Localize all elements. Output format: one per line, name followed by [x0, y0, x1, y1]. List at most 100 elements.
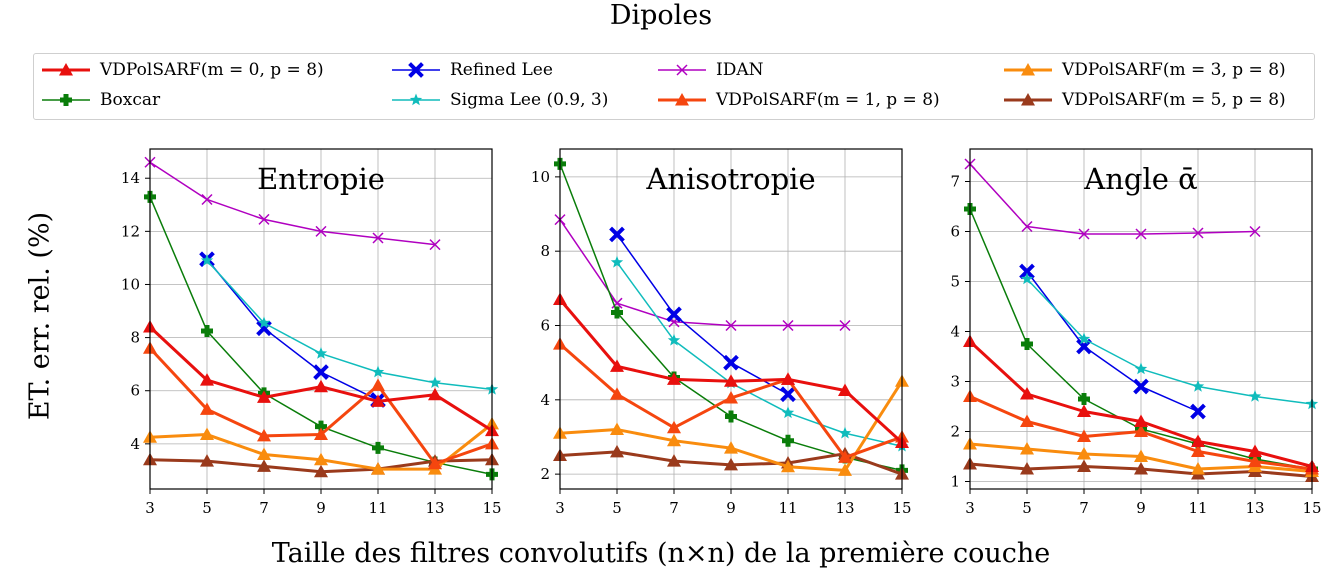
legend-swatch: [392, 93, 440, 106]
series-vdpolsarf-m-0-p-8: [963, 334, 1319, 472]
data-point: [1191, 380, 1205, 392]
x-tick-label: 15: [892, 499, 911, 517]
legend: VDPolSARF(m = 0, p = 8) Boxcar Refined Lee…: [33, 53, 1315, 120]
y-tick-label: 6: [950, 223, 960, 241]
data-point: [313, 364, 329, 380]
data-point: [257, 447, 271, 460]
data-point: [610, 387, 624, 400]
series-refined-lee: [199, 251, 386, 408]
x-tick-label: 11: [1188, 499, 1207, 517]
data-point: [724, 390, 738, 404]
legend-marker: [675, 93, 689, 106]
data-point: [1190, 403, 1206, 420]
legend-label: VDPolSARF(m = 5, p = 8): [1062, 90, 1286, 110]
data-point: [200, 427, 214, 441]
x-tick-label: 11: [368, 499, 387, 517]
data-point: [314, 452, 328, 466]
data-point: [1191, 462, 1205, 475]
data-point: [725, 319, 737, 332]
data-point: [1248, 444, 1262, 457]
x-tick-label: 15: [1302, 499, 1321, 517]
y-tick-label: 8: [130, 329, 140, 347]
legend-item-vdpolsarf-m-0-p-8: VDPolSARF(m = 0, p = 8): [38, 57, 324, 83]
legend-item-boxcar: Boxcar: [38, 87, 160, 113]
data-point: [1134, 462, 1148, 475]
legend-label: VDPolSARF(m = 0, p = 8): [100, 60, 324, 80]
x-tick-label: 5: [202, 499, 212, 517]
legend-marker: [1021, 63, 1035, 76]
data-point: [1134, 449, 1148, 462]
data-point: [838, 463, 852, 476]
data-point: [1020, 272, 1034, 285]
x-tick-label: 3: [145, 499, 155, 517]
x-tick-label: 13: [1245, 499, 1264, 517]
series-vdpolsarf-m-3-p-8: [553, 374, 909, 476]
data-point: [1021, 220, 1033, 233]
legend-label: VDPolSARF(m = 1, p = 8): [716, 90, 940, 110]
data-point: [371, 365, 385, 378]
y-tick-label: 6: [130, 382, 140, 400]
legend-swatch: [42, 94, 90, 106]
legend-label: IDAN: [716, 60, 764, 80]
data-point: [257, 428, 271, 442]
data-point: [372, 232, 384, 244]
data-point: [372, 441, 384, 454]
series-sigma-lee-0-9-3: [1020, 272, 1319, 410]
data-point: [201, 193, 213, 205]
data-point: [1019, 263, 1035, 280]
data-point: [1249, 225, 1261, 238]
data-point: [667, 333, 681, 346]
data-point: [200, 402, 214, 415]
legend-marker: [59, 63, 73, 76]
x-tick-label: 13: [835, 499, 854, 517]
data-point: [1078, 393, 1090, 405]
legend-label: VDPolSARF(m = 3, p = 8): [1062, 60, 1286, 80]
y-tick-label: 8: [540, 242, 550, 260]
data-point: [1020, 462, 1034, 475]
x-tick-label: 13: [425, 499, 444, 517]
legend-marker: [1021, 93, 1035, 106]
legend-swatch: [658, 64, 706, 76]
x-tick-label: 11: [778, 499, 797, 517]
series-line: [206, 260, 493, 391]
data-point: [201, 324, 213, 337]
data-point: [724, 457, 738, 471]
data-point: [200, 254, 214, 266]
data-point: [667, 372, 681, 385]
y-tick-label: 1: [950, 473, 960, 491]
data-point: [1135, 228, 1147, 240]
data-point: [781, 372, 795, 385]
data-point: [724, 374, 738, 387]
data-point: [1134, 424, 1148, 437]
data-point: [200, 454, 214, 467]
series-line: [1026, 271, 1199, 413]
data-point: [1020, 387, 1034, 400]
x-tick-label: 5: [1022, 499, 1032, 517]
data-point: [609, 226, 625, 243]
legend-item-vdpolsarf-m-5-p-8: VDPolSARF(m = 5, p = 8): [1000, 87, 1286, 113]
series-line: [1026, 278, 1313, 405]
series-sigma-lee-0-9-3: [610, 255, 909, 452]
x-tick-label: 3: [965, 499, 975, 517]
y-tick-label: 6: [540, 317, 550, 335]
series-line: [149, 161, 436, 246]
data-point: [666, 306, 682, 323]
data-point: [781, 459, 795, 473]
data-point: [838, 426, 852, 439]
data-point: [314, 427, 328, 441]
data-point: [780, 386, 796, 403]
data-point: [428, 387, 442, 401]
x-tick-label: 3: [555, 499, 565, 517]
series-line: [616, 234, 789, 395]
data-point: [428, 376, 442, 389]
x-tick-label: 9: [726, 499, 736, 517]
legend-label: Refined Lee: [450, 60, 553, 80]
data-point: [1077, 459, 1091, 472]
x-axis-label: Taille des filtres convolutifs (n×n) de …: [271, 538, 1051, 569]
y-tick-label: 2: [950, 423, 960, 441]
legend-marker: [409, 93, 423, 106]
data-point: [838, 383, 852, 397]
data-point: [610, 359, 624, 372]
series-line: [969, 163, 1256, 235]
